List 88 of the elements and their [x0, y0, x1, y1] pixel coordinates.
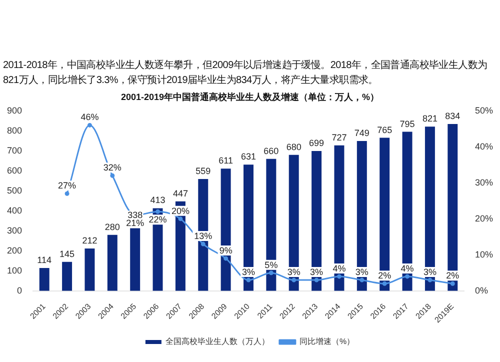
- data-label: 2%: [446, 270, 460, 281]
- y-tick-label: 900: [6, 105, 22, 116]
- bar: [288, 154, 299, 291]
- bar: [39, 268, 50, 291]
- data-label: 212: [82, 235, 98, 246]
- bar: [244, 164, 254, 291]
- data-label: 5%: [264, 260, 278, 270]
- point: [405, 274, 410, 279]
- y-tick-label: 400: [6, 205, 22, 216]
- bar: [107, 234, 118, 291]
- bar: [312, 151, 322, 291]
- point: [246, 278, 251, 282]
- data-label: 114: [37, 255, 52, 266]
- data-label: 559: [196, 166, 211, 176]
- point: [360, 278, 364, 282]
- chart-subtitle: 2011-2018年，中国高校毕业生人数逐年攀升，但2009年以后增速趋于缓慢。2018年，全国普通高校毕业生人数为821万人，同比增长了3.3%，保守预计2019届毕业生为834万人，将产生大量求职需求。: [2, 58, 488, 88]
- data-label: 21%: [126, 218, 144, 228]
- y2-tick-label: 50%: [474, 105, 493, 116]
- y2-tick-label: 20%: [474, 213, 493, 224]
- y-tick-label: 0: [17, 285, 22, 296]
- data-label: 9%: [219, 245, 232, 256]
- data-label: 280: [104, 222, 120, 232]
- data-label: 4%: [332, 263, 346, 274]
- bar: [84, 248, 95, 291]
- data-label: 145: [60, 248, 75, 259]
- point: [64, 191, 70, 196]
- point: [200, 242, 206, 246]
- data-label: 727: [332, 132, 347, 142]
- y-tick-label: 700: [6, 145, 22, 156]
- data-label: 22%: [148, 214, 167, 225]
- data-label: 447: [172, 188, 188, 198]
- y2-tick-label: 0%: [474, 285, 488, 296]
- data-label: 4%: [400, 263, 414, 274]
- bar: [424, 126, 435, 291]
- chart-title: 2001-2019年中国普通高校毕业生人数及增速（单位：万人，%）: [120, 90, 380, 102]
- y2-tick-label: 10%: [474, 249, 493, 260]
- point: [450, 281, 455, 286]
- bar: [380, 138, 390, 291]
- data-label: 749: [354, 128, 370, 138]
- data-label: 821: [422, 114, 438, 124]
- data-label: 3%: [423, 267, 436, 278]
- data-label: 32%: [103, 162, 122, 173]
- y-tick-label: 200: [6, 245, 22, 256]
- point: [336, 274, 342, 279]
- point: [156, 209, 160, 214]
- data-label: 611: [218, 156, 233, 166]
- y-tick-label: 600: [6, 165, 22, 176]
- data-label: 660: [264, 146, 279, 156]
- data-label: 3%: [287, 267, 300, 278]
- y2-tick-label: 40%: [474, 141, 493, 152]
- data-label: 795: [400, 118, 415, 129]
- bar: [220, 168, 231, 291]
- data-label: 680: [286, 142, 302, 152]
- point: [428, 278, 432, 282]
- bar: [448, 124, 458, 291]
- data-label: 765: [377, 124, 392, 135]
- y-tick-label: 500: [6, 185, 22, 196]
- bar: [62, 262, 72, 291]
- data-label: 631: [240, 152, 256, 162]
- y-tick-label: 100: [6, 265, 22, 276]
- point: [110, 173, 115, 178]
- data-label: 699: [309, 138, 324, 148]
- bar: [356, 141, 367, 291]
- bar: [266, 158, 276, 291]
- point: [314, 278, 319, 282]
- data-label: 13%: [194, 231, 212, 242]
- point: [268, 270, 274, 276]
- point: [87, 122, 92, 128]
- data-label: 413: [150, 195, 166, 206]
- data-label: 27%: [58, 180, 76, 191]
- data-label: 2%: [378, 270, 392, 281]
- y-tick-label: 300: [6, 225, 22, 236]
- point: [178, 216, 183, 222]
- y-tick-label: 800: [6, 125, 22, 136]
- data-label: 834: [445, 110, 460, 121]
- data-label: 3%: [355, 267, 368, 278]
- data-label: 3%: [310, 267, 324, 278]
- data-label: 3%: [242, 267, 256, 278]
- bar: [402, 132, 412, 291]
- point: [292, 278, 296, 282]
- data-label: 46%: [80, 112, 99, 122]
- legend-label: 同比增速（%）: [299, 337, 355, 346]
- data-label: 20%: [171, 206, 190, 216]
- y2-tick-label: 30%: [474, 177, 493, 188]
- bar: [334, 145, 344, 291]
- point: [224, 256, 228, 261]
- legend-label: 全国高校毕业生人数（万人）: [165, 337, 270, 346]
- point: [382, 281, 387, 286]
